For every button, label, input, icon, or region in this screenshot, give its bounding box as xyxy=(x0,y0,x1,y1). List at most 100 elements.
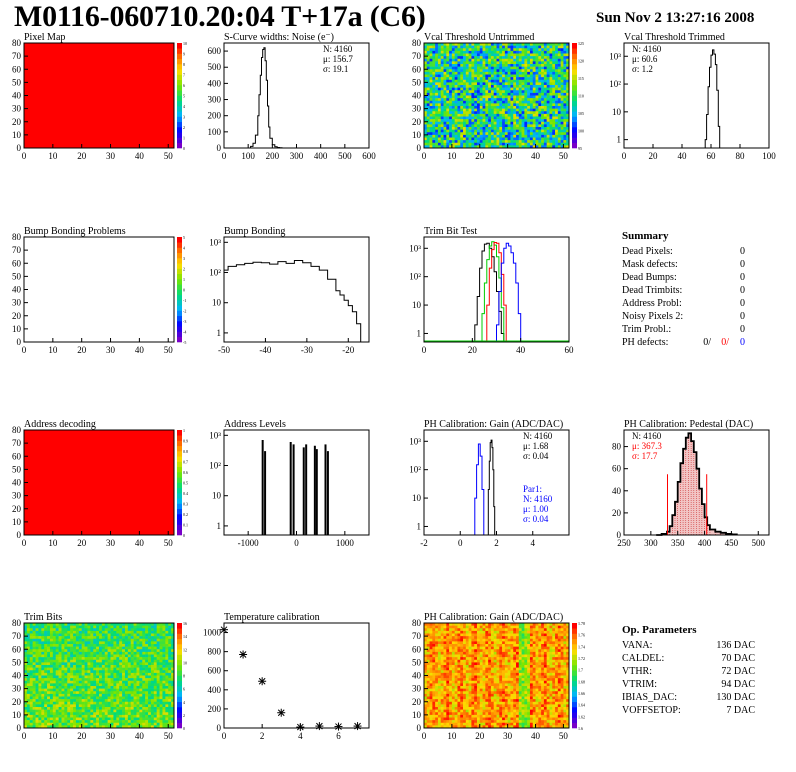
heatmap-cell xyxy=(64,659,68,663)
heatmap-cell xyxy=(471,79,475,83)
heatmap-cell xyxy=(504,69,508,73)
heatmap-cell xyxy=(499,48,503,52)
heatmap-cell xyxy=(159,662,163,666)
heatmap-cell xyxy=(429,633,433,637)
heatmap-cell xyxy=(32,720,36,724)
heatmap-cell xyxy=(493,140,497,144)
heatmap-cell xyxy=(529,82,534,86)
heatmap-cell xyxy=(429,693,433,697)
heatmap-cell xyxy=(148,659,152,663)
heatmap-cell xyxy=(504,142,508,146)
heatmap-cell xyxy=(67,693,71,697)
heatmap-cell xyxy=(535,106,539,109)
heatmap-cell xyxy=(162,638,166,642)
color-scale-step xyxy=(177,498,182,504)
heatmap-cell xyxy=(426,124,430,128)
heatmap-cell xyxy=(55,678,59,682)
heatmap-cell xyxy=(543,116,547,120)
heatmap-cell xyxy=(560,98,564,102)
heatmap-cell xyxy=(136,714,140,718)
heatmap-cell xyxy=(454,53,458,57)
heatmap-cell xyxy=(454,119,458,123)
color-scale: 00.10.20.30.40.50.60.70.80.91 xyxy=(177,428,188,538)
heatmap-cell xyxy=(552,87,556,91)
heatmap-cell xyxy=(44,625,48,629)
heatmap-cell xyxy=(465,111,469,115)
heatmap-cell xyxy=(557,113,561,117)
heatmap-cell xyxy=(136,675,140,679)
heatmap-cell xyxy=(116,720,120,724)
heatmap-cell xyxy=(443,140,447,144)
heatmap-cell xyxy=(78,646,82,650)
heatmap-cell xyxy=(532,119,536,123)
color-scale-label: 0.9 xyxy=(183,439,188,444)
heatmap-cell xyxy=(552,48,556,52)
heatmap-cell xyxy=(47,683,51,687)
heatmap-cell xyxy=(524,77,528,81)
heatmap-cell xyxy=(75,644,80,647)
heatmap-cell xyxy=(460,106,464,109)
heatmap-cell xyxy=(124,696,129,700)
heatmap-cell xyxy=(64,628,68,632)
heatmap-cell xyxy=(502,113,506,117)
heatmap-cell xyxy=(145,683,149,687)
heatmap-cell xyxy=(142,644,146,647)
heatmap-cell xyxy=(104,644,108,647)
heatmap-cell xyxy=(148,709,152,713)
heatmap-cell xyxy=(446,111,450,115)
heatmap-cell xyxy=(58,704,62,708)
heatmap-cell xyxy=(435,140,439,144)
heatmap-cell xyxy=(457,119,461,123)
heatmap-cell xyxy=(110,665,114,668)
heatmap-cell xyxy=(513,119,517,123)
heatmap-cell xyxy=(496,100,500,104)
heatmap-cell xyxy=(119,678,123,682)
heatmap-cell xyxy=(535,85,539,88)
heatmap-cell xyxy=(435,675,439,679)
heatmap-cell xyxy=(49,688,54,692)
heatmap-cell xyxy=(75,717,80,721)
heatmap-cell xyxy=(153,725,157,729)
heatmap-cell xyxy=(538,113,542,117)
heatmap-cell xyxy=(468,43,472,46)
heatmap-cell xyxy=(566,140,570,144)
heatmap-cell xyxy=(460,100,464,104)
heatmap-cell xyxy=(156,683,160,687)
heatmap-cell xyxy=(41,662,45,666)
heatmap-cell xyxy=(538,121,542,125)
heatmap-cell xyxy=(518,132,522,136)
color-scale-label: 1 xyxy=(183,428,185,433)
heatmap-cell xyxy=(482,79,486,83)
heatmap-cell xyxy=(96,688,100,692)
heatmap-cell xyxy=(38,725,42,729)
heatmap-cell xyxy=(35,709,39,713)
heatmap-cell xyxy=(139,714,143,718)
heatmap-cell xyxy=(543,113,547,117)
heatmap-cell xyxy=(130,686,134,689)
heatmap-cell xyxy=(41,636,45,640)
y-tick-label: 60 xyxy=(412,64,422,74)
heatmap-cell xyxy=(454,111,458,115)
color-scale-step xyxy=(177,310,182,317)
heatmap-cell xyxy=(78,657,82,661)
heatmap-cell xyxy=(142,651,146,655)
heatmap-cell xyxy=(156,630,160,634)
heatmap-cell xyxy=(510,121,514,125)
heatmap-cell xyxy=(133,712,137,716)
heatmap-cell xyxy=(90,623,94,626)
heatmap-cell xyxy=(171,696,175,700)
heatmap-cell xyxy=(107,667,111,671)
heatmap-cell xyxy=(504,132,508,136)
heatmap-cell xyxy=(113,696,117,700)
heatmap-cell xyxy=(463,132,467,136)
heatmap-cell xyxy=(47,644,51,647)
heatmap-cell xyxy=(443,92,447,96)
heatmap-cell xyxy=(52,675,57,679)
heatmap-cell xyxy=(435,709,439,713)
heatmap-cell xyxy=(566,77,570,81)
heatmap-cell xyxy=(529,145,534,149)
heatmap-cell xyxy=(482,116,486,120)
heatmap-cell xyxy=(527,108,531,112)
heatmap-cell xyxy=(84,683,88,687)
heatmap-cell xyxy=(437,116,442,120)
